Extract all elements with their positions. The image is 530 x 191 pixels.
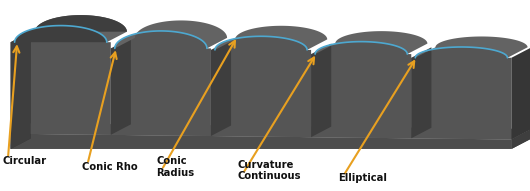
Polygon shape [416, 36, 527, 58]
Polygon shape [215, 26, 327, 50]
Polygon shape [11, 123, 31, 149]
Polygon shape [11, 134, 511, 149]
Polygon shape [211, 36, 311, 137]
Polygon shape [11, 123, 530, 139]
Polygon shape [11, 15, 127, 149]
Text: Elliptical: Elliptical [338, 173, 387, 183]
Polygon shape [211, 125, 231, 136]
Text: Conic
Radius: Conic Radius [156, 156, 195, 178]
Polygon shape [311, 44, 331, 137]
Polygon shape [411, 47, 511, 139]
Polygon shape [315, 31, 427, 54]
Polygon shape [111, 31, 211, 136]
Polygon shape [11, 26, 111, 135]
Text: Curvature
Continuous: Curvature Continuous [237, 160, 301, 181]
Text: Conic Rho: Conic Rho [82, 162, 138, 172]
Polygon shape [111, 38, 131, 135]
Polygon shape [111, 124, 131, 135]
Polygon shape [511, 129, 530, 149]
Polygon shape [311, 127, 331, 137]
Polygon shape [11, 32, 31, 134]
Polygon shape [511, 47, 530, 139]
Polygon shape [15, 15, 127, 42]
Polygon shape [411, 47, 431, 138]
Polygon shape [211, 39, 231, 136]
Polygon shape [511, 129, 530, 149]
Polygon shape [311, 42, 411, 138]
Polygon shape [411, 128, 431, 138]
Polygon shape [115, 20, 227, 48]
Text: Circular: Circular [3, 156, 47, 166]
